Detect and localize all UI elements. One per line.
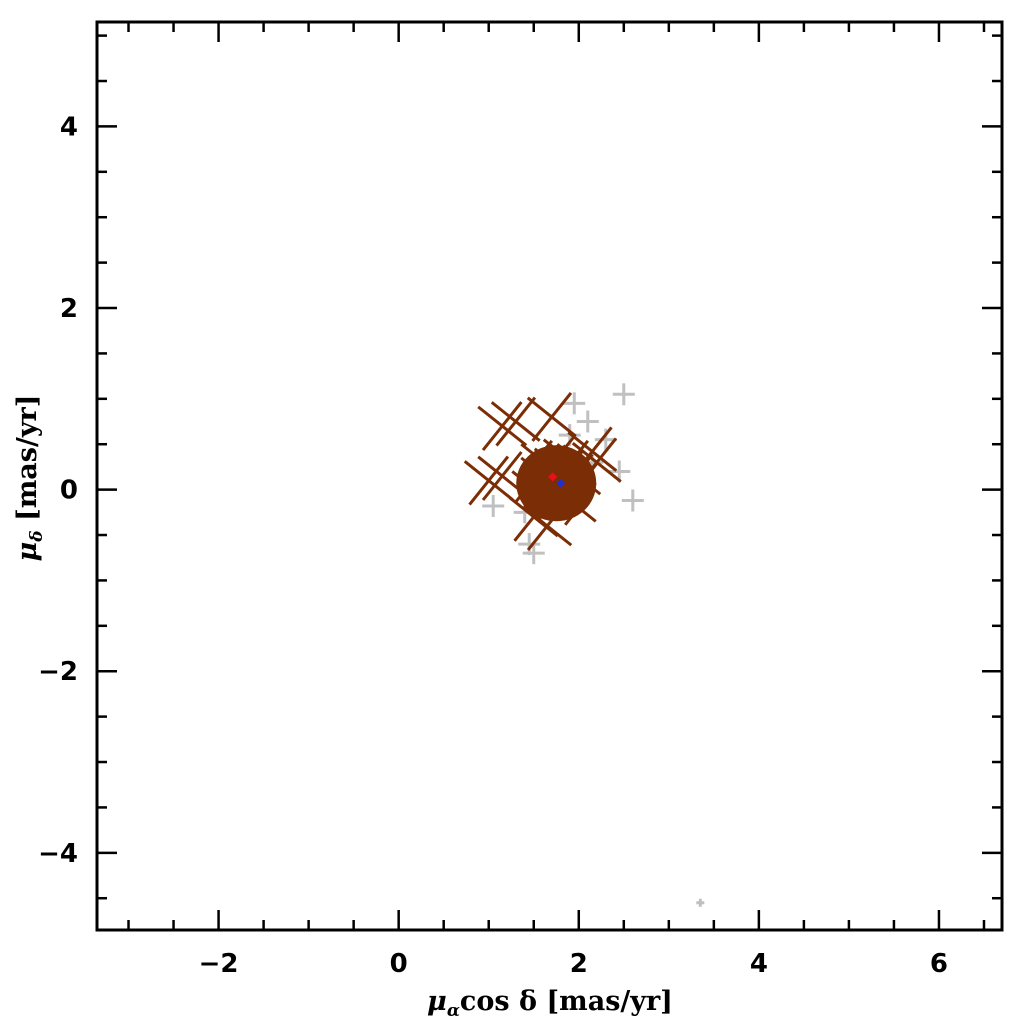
x-tick-label: 2 <box>570 949 588 979</box>
y-tick-label: −4 <box>38 839 78 869</box>
non-member-point <box>563 392 586 415</box>
non-member-point <box>522 542 545 565</box>
non-member-point <box>621 489 644 512</box>
non-member-point <box>518 533 541 556</box>
y-axis-label-subscript: δ <box>27 530 47 542</box>
y-tick-label: 4 <box>60 112 78 142</box>
non-member-point <box>482 494 505 517</box>
member-point <box>526 392 577 442</box>
x-axis-label-symbol: μ <box>427 986 447 1017</box>
member-point <box>533 485 570 522</box>
y-axis-label-symbol: μ <box>12 542 43 562</box>
member-point <box>551 471 588 508</box>
y-tick-label: −2 <box>38 657 78 687</box>
x-axis-label-subscript: α <box>447 1001 460 1021</box>
axis-ticks <box>97 22 1002 930</box>
mean-marker-blue <box>556 478 566 488</box>
member-point <box>477 451 528 501</box>
member-point <box>463 455 514 506</box>
x-axis-label-text: cos δ [mas/yr] <box>460 986 673 1017</box>
member-point <box>477 401 528 451</box>
plot-frame <box>95 20 1004 932</box>
member-point <box>556 439 593 476</box>
member-point <box>567 426 618 477</box>
x-tick-label: 6 <box>930 949 948 979</box>
plot-marks <box>463 383 705 907</box>
y-tick-label: 0 <box>60 476 78 506</box>
y-axis-label-text: [mas/yr] <box>12 394 43 530</box>
non-member-point <box>576 410 599 433</box>
member-point <box>560 489 597 526</box>
x-tick-label: 4 <box>750 949 768 979</box>
x-axis-label: μαcos δ [mas/yr] <box>427 986 673 1021</box>
non-member-point <box>612 383 635 406</box>
member-point <box>524 462 561 499</box>
non-member-point <box>696 898 705 907</box>
member-point <box>490 396 541 447</box>
member-point <box>560 453 597 490</box>
y-axis-label: μδ [mas/yr] <box>12 394 47 561</box>
tick-labels: −2 0 2 4 6 −4 −2 0 2 4 <box>38 112 948 979</box>
x-tick-label: 0 <box>390 949 408 979</box>
x-tick-label: −2 <box>199 949 239 979</box>
mean-marker-red <box>548 472 558 482</box>
y-tick-label: 2 <box>60 294 78 324</box>
